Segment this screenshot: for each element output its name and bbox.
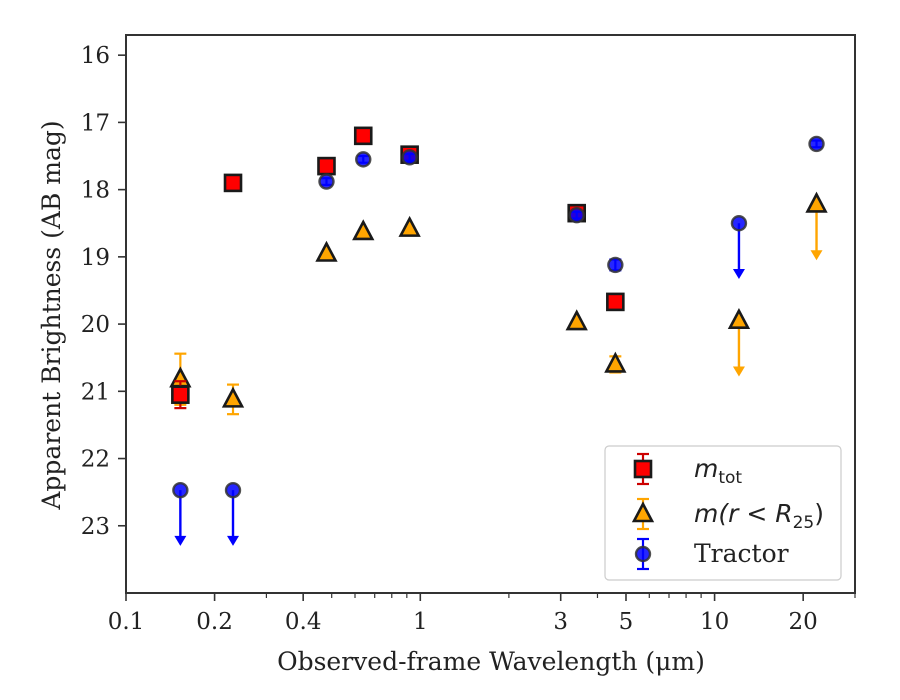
legend-label: Tractor bbox=[694, 539, 789, 568]
x-tick-label: 20 bbox=[789, 609, 818, 635]
data-point bbox=[224, 481, 242, 499]
y-tick-label: 17 bbox=[81, 110, 110, 136]
x-tick-label: 0.4 bbox=[285, 609, 322, 635]
data-point bbox=[565, 309, 588, 331]
chart-marks bbox=[169, 126, 828, 546]
legend-marker bbox=[631, 501, 655, 523]
upper-limit-head bbox=[810, 250, 823, 261]
data-point bbox=[727, 307, 751, 330]
upper-limit-arrow bbox=[732, 320, 745, 377]
x-tick-label: 1 bbox=[413, 609, 428, 635]
data-point bbox=[607, 256, 624, 274]
series-m-r-r25- bbox=[169, 191, 828, 416]
data-point bbox=[318, 173, 335, 190]
upper-limit-arrow bbox=[732, 223, 745, 280]
data-point bbox=[568, 206, 585, 224]
y-tick-label: 20 bbox=[81, 312, 110, 338]
legend-box bbox=[604, 445, 842, 581]
y-tick-label: 19 bbox=[81, 245, 110, 271]
upper-limit-arrow bbox=[810, 204, 823, 261]
upper-limit-head bbox=[227, 535, 240, 546]
data-point bbox=[317, 156, 336, 176]
legend-label: m(r < R25) bbox=[694, 499, 824, 533]
data-point bbox=[604, 351, 627, 373]
upper-limit-arrow bbox=[227, 490, 240, 546]
data-point bbox=[808, 135, 825, 153]
data-point bbox=[398, 215, 421, 237]
data-point bbox=[171, 385, 190, 404]
x-tick-label: 10 bbox=[700, 609, 729, 635]
upper-limit-head bbox=[174, 535, 187, 546]
y-tick-label: 18 bbox=[81, 178, 110, 204]
data-point bbox=[223, 173, 243, 193]
x-tick-label: 0.1 bbox=[108, 609, 145, 635]
series-m-tot bbox=[171, 126, 625, 410]
data-point bbox=[353, 126, 373, 146]
y-tick-label: 16 bbox=[81, 43, 110, 69]
y-tick-label: 23 bbox=[81, 514, 110, 540]
y-axis-label: Apparent Brightness (AB mag) bbox=[37, 120, 66, 510]
upper-limit-head bbox=[732, 269, 745, 280]
y-tick-label: 22 bbox=[81, 447, 110, 473]
x-tick-label: 0.2 bbox=[196, 609, 233, 635]
legend-marker bbox=[633, 459, 653, 479]
data-point bbox=[401, 149, 418, 166]
x-tick-label: 5 bbox=[619, 609, 634, 635]
data-point bbox=[315, 240, 338, 262]
data-point bbox=[352, 219, 375, 241]
data-point bbox=[221, 386, 245, 408]
data-point bbox=[172, 481, 189, 499]
x-tick-label: 3 bbox=[553, 609, 568, 635]
upper-limit-head bbox=[732, 366, 745, 377]
data-point bbox=[606, 292, 625, 312]
upper-limit-arrow bbox=[174, 490, 187, 546]
data-point bbox=[730, 215, 748, 232]
data-point bbox=[355, 151, 372, 168]
series-tractor bbox=[172, 135, 825, 546]
x-axis-label: Observed-frame Wavelength (μm) bbox=[277, 647, 705, 676]
axis-ticks: 0.1 0.2 0.4 1 3 5 10 20 16 17 18 19 20 21 22 23 bbox=[81, 43, 856, 635]
y-tick-label: 21 bbox=[81, 379, 110, 405]
plot-frame bbox=[125, 34, 856, 594]
legend-marker bbox=[634, 545, 652, 563]
data-point bbox=[805, 191, 828, 213]
